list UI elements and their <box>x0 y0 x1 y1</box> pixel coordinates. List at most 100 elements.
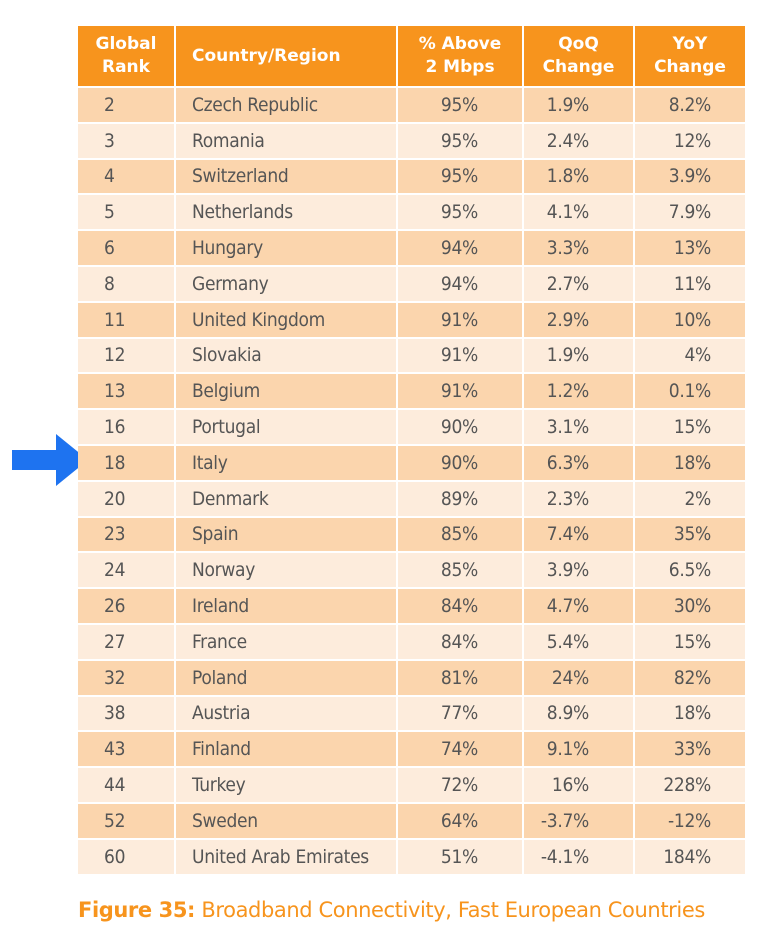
table-row: 60 United Arab Emirates 51% -4.1% 184% <box>78 837 747 874</box>
header-text: Global <box>95 34 157 54</box>
table-row: 44 Turkey 72% 16% 228% <box>78 766 747 803</box>
table-cell: 7.9% <box>634 193 747 231</box>
table-cell: 2.4% <box>523 121 635 159</box>
table-cell: 18% <box>634 443 747 481</box>
table-cell: 8 <box>78 264 176 302</box>
caption-text: Broadband Connectivity, Fast European Co… <box>201 898 705 922</box>
table-cell: 85% <box>397 551 524 589</box>
table-cell: 6.5% <box>634 551 747 589</box>
table-cell: Sweden <box>175 801 398 839</box>
header-cell: Global Rank <box>78 26 176 87</box>
table-cell: 3.9% <box>523 551 635 589</box>
table-cell: -12% <box>634 801 747 839</box>
table-cell: 84% <box>397 587 524 624</box>
header-cell: % Above 2 Mbps <box>397 26 524 87</box>
table-cell: 7.4% <box>523 515 635 553</box>
header-cell: Country/Region <box>175 26 398 87</box>
table-cell: 24% <box>523 658 635 696</box>
table-cell: 23 <box>78 515 176 553</box>
table-cell: 20 <box>78 479 176 517</box>
table-cell: United Kingdom <box>175 300 398 338</box>
table-cell: 4.7% <box>523 587 635 624</box>
table-cell: 2.7% <box>523 264 635 302</box>
header-text: 2 Mbps <box>425 57 495 77</box>
caption: Figure 35: Broadband Connectivity, Fast … <box>78 898 705 922</box>
table-cell: Finland <box>175 730 398 768</box>
table-cell: 84% <box>397 622 524 660</box>
table-cell: 91% <box>397 372 524 410</box>
table-row: 5 Netherlands 95% 4.1% 7.9% <box>78 193 747 231</box>
table-cell: -3.7% <box>523 801 635 839</box>
table-cell: 43 <box>78 730 176 768</box>
table-cell: 2 <box>78 86 176 123</box>
table-cell: 24 <box>78 551 176 589</box>
table-cell: 2% <box>634 479 747 517</box>
table-cell: 2.3% <box>523 479 635 517</box>
arrow <box>12 434 88 486</box>
table-cell: 9.1% <box>523 730 635 768</box>
table-row: 20 Denmark 89% 2.3% 2% <box>78 479 747 517</box>
table-cell: 89% <box>397 479 524 517</box>
table-cell: 12% <box>634 121 747 159</box>
table-cell: United Arab Emirates <box>175 837 398 874</box>
table-cell: 95% <box>397 157 524 195</box>
table-cell: 3.3% <box>523 229 635 266</box>
table-row: 18 Italy 90% 6.3% 18% <box>78 443 747 481</box>
header-text: % Above <box>418 34 502 54</box>
table-cell: 90% <box>397 443 524 481</box>
table-cell: 184% <box>634 837 747 874</box>
table-row: 3 Romania 95% 2.4% 12% <box>78 121 747 159</box>
table-cell: 26 <box>78 587 176 624</box>
table-cell: 94% <box>397 229 524 266</box>
table-cell: Turkey <box>175 766 398 803</box>
table-cell: 1.9% <box>523 86 635 123</box>
table-cell: Hungary <box>175 229 398 266</box>
header-cell: YoY Change <box>634 26 747 87</box>
table-cell: 1.9% <box>523 336 635 374</box>
table-cell: 94% <box>397 264 524 302</box>
table-row: 26 Ireland 84% 4.7% 30% <box>78 587 747 624</box>
table-row: 24 Norway 85% 3.9% 6.5% <box>78 551 747 589</box>
table-cell: Slovakia <box>175 336 398 374</box>
table-row: 11 United Kingdom 91% 2.9% 10% <box>78 300 747 338</box>
table-cell: 0.1% <box>634 372 747 410</box>
table-cell: Romania <box>175 121 398 159</box>
table-cell: 5 <box>78 193 176 231</box>
table-cell: Norway <box>175 551 398 589</box>
table-cell: 12 <box>78 336 176 374</box>
header-row: Global Rank Country/Region % Above 2 Mbps QoQ… <box>78 26 747 87</box>
table-cell: 74% <box>397 730 524 768</box>
header-text: Rank <box>102 57 150 77</box>
table-row: 38 Austria 77% 8.9% 18% <box>78 694 747 732</box>
table-cell: 2.9% <box>523 300 635 338</box>
header-text: QoQ <box>558 34 599 54</box>
table-cell: 4.1% <box>523 193 635 231</box>
table-row: 2 Czech Republic 95% 1.9% 8.2% <box>78 86 747 123</box>
table-row: 8 Germany 94% 2.7% 11% <box>78 264 747 302</box>
table-cell: 82% <box>634 658 747 696</box>
table-cell: Netherlands <box>175 193 398 231</box>
data-table: Global Rank Country/Region % Above 2 Mbps QoQ… <box>78 26 747 874</box>
header-text: YoY <box>672 34 708 54</box>
table-cell: 60 <box>78 837 176 874</box>
table-cell: Germany <box>175 264 398 302</box>
header-text: Change <box>654 57 726 77</box>
table-row: 27 France 84% 5.4% 15% <box>78 622 747 660</box>
table-cell: 72% <box>397 766 524 803</box>
header-text: Country/Region <box>192 45 341 66</box>
caption-label: Figure 35: <box>78 898 196 922</box>
table-cell: 52 <box>78 801 176 839</box>
table-row: 16 Portugal 90% 3.1% 15% <box>78 408 747 445</box>
table-cell: 85% <box>397 515 524 553</box>
table-cell: 95% <box>397 193 524 231</box>
table-cell: 32 <box>78 658 176 696</box>
table-cell: Switzerland <box>175 157 398 195</box>
table-cell: 8.9% <box>523 694 635 732</box>
header-text: Change <box>542 57 615 77</box>
table-body: 2 Czech Republic 95% 1.9% 8.2% 3 Romania 95% 2.4… <box>78 86 747 874</box>
table-cell: Ireland <box>175 587 398 624</box>
table-cell: 30% <box>634 587 747 624</box>
arrow-shape <box>12 434 88 486</box>
table-row: 12 Slovakia 91% 1.9% 4% <box>78 336 747 374</box>
table-cell: 3 <box>78 121 176 159</box>
